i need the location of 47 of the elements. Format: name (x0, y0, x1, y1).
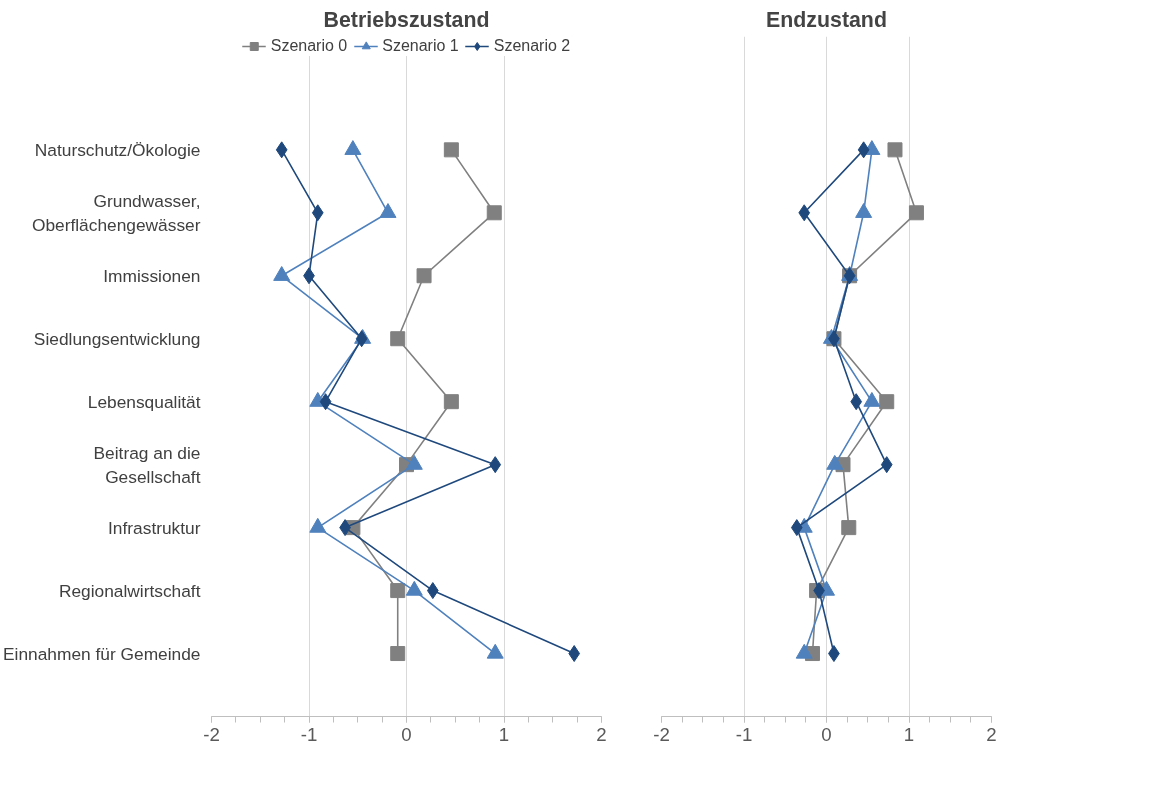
point (443, 142, 459, 158)
point (390, 646, 406, 662)
point (426, 582, 439, 600)
point (887, 142, 903, 158)
x-tick-label: 1 (498, 723, 510, 745)
point (355, 330, 368, 348)
point (390, 583, 406, 599)
point (798, 204, 811, 222)
chart-title: Betriebszustand (323, 7, 490, 32)
point (275, 141, 288, 159)
point (390, 331, 406, 347)
point (486, 205, 502, 221)
point (908, 205, 924, 221)
x-tick-label: -1 (300, 723, 318, 745)
y-tick-label: Infrastruktur (108, 517, 201, 538)
y-tick-label: Lebensqualität (87, 391, 201, 412)
y-tick-label: Siedlungsentwicklung (33, 328, 201, 349)
point (790, 519, 803, 537)
y-tick-label: Regionalwirtschaft (58, 580, 201, 601)
x-tick-label: -2 (203, 723, 220, 745)
legend-label: Szenario 1 (382, 37, 459, 55)
y-tick-label: Grundwasser, Oberflächengewässer (31, 190, 201, 235)
legend-label: Szenario 0 (270, 37, 348, 55)
y-tick-label: Naturschutz/Ökologie (34, 139, 201, 160)
point (311, 204, 324, 222)
x-tick-label: 2 (596, 723, 607, 745)
point (879, 394, 895, 410)
y-tick-label: Immissionen (103, 265, 201, 286)
point (880, 456, 893, 474)
point (416, 268, 432, 284)
y-tick-label: Einnahmen für Gemeinde (3, 643, 201, 664)
x-tick-label: -1 (735, 723, 753, 745)
point (857, 141, 870, 159)
point (841, 520, 857, 536)
x-tick-label: -2 (653, 723, 670, 745)
point (319, 393, 332, 411)
point (443, 394, 459, 410)
x-tick-label: 0 (401, 723, 412, 745)
point (850, 393, 863, 411)
chart-title: Endzustand (766, 7, 887, 32)
legend-label: Szenario 2 (493, 37, 571, 55)
x-tick-label: 2 (986, 723, 997, 745)
point (568, 645, 581, 663)
x-tick-label: 0 (821, 723, 832, 745)
x-tick-label: 1 (903, 723, 915, 745)
y-tick-label: Beitrag an die Gesellschaft (93, 442, 201, 487)
point (489, 456, 502, 474)
